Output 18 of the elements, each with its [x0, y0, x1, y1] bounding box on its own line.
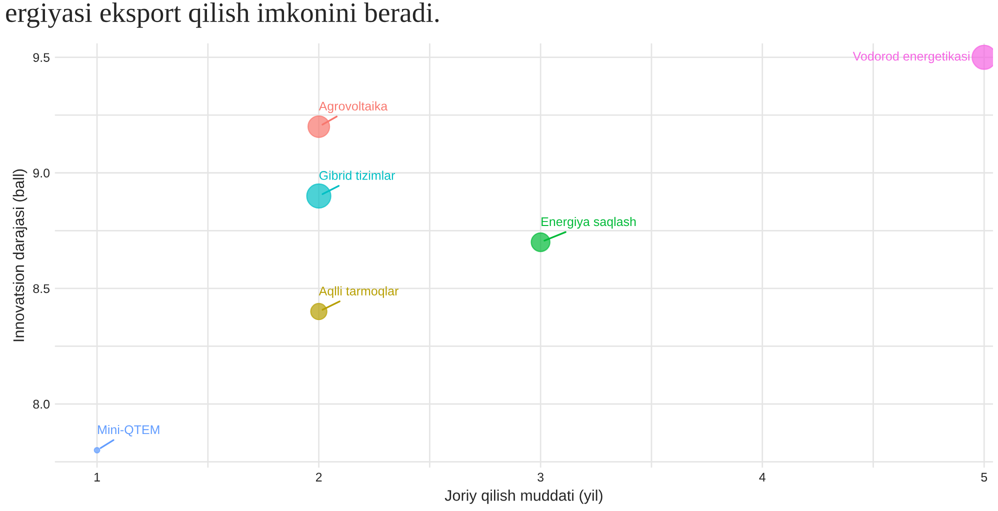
series-label: Aqlli tarmoqlar: [318, 286, 398, 298]
y-axis-title: Innovatsion darajasi (ball): [12, 169, 28, 342]
x-tick-label: 5: [981, 472, 988, 482]
x-axis-title: Joriy qilish muddati (yil): [444, 490, 602, 504]
y-tick-label: 9.0: [33, 168, 50, 178]
series-label: Mini-QTEM: [98, 424, 160, 436]
x-tick-label: 1: [94, 472, 100, 482]
x-tick-label: 4: [759, 472, 766, 482]
series-label: Gibrid tizimlar: [319, 170, 395, 180]
y-tick-label: 8.5: [33, 284, 50, 294]
series-label: Vodorod energetikasi: [852, 51, 970, 64]
y-tick-label: 8.0: [33, 400, 50, 409]
series-label: Agrovoltaika: [318, 101, 388, 114]
y-tick-label: 9.5: [33, 53, 50, 62]
series-label: Energiya saqlash: [542, 216, 636, 229]
text: ergiyasi eksport qilish imkonini beradi.: [6, 2, 439, 28]
x-tick-label: 3: [538, 472, 544, 482]
x-tick-label: 2: [316, 472, 322, 482]
